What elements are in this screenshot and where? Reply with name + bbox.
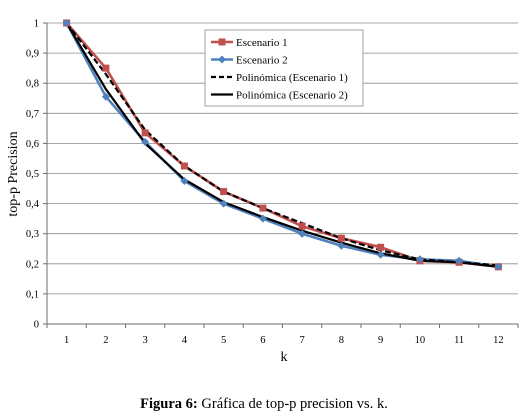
y-tick-label: 0,4 (26, 199, 40, 210)
x-tick-label: 10 (415, 335, 426, 346)
data-point-diamond (455, 256, 464, 265)
data-point-diamond (141, 137, 150, 146)
data-point-diamond (415, 255, 424, 264)
data-point-diamond (62, 19, 71, 27)
x-tick-label: 9 (378, 335, 383, 346)
x-tick-label: 1 (64, 335, 69, 346)
y-tick-label: 0 (34, 320, 39, 331)
legend-label: Polinómica (Escenario 1) (236, 72, 348, 84)
data-point-square (259, 204, 267, 212)
caption-text: Gráfica de top-p precision vs. k. (197, 396, 388, 412)
data-point-diamond (219, 199, 228, 208)
axes: 00,10,20,30,40,50,60,70,80,911 2 3 4 5 6 7 8 9 10… (26, 19, 519, 346)
y-tick-label: 0,9 (26, 49, 39, 60)
legend-marker-diamond (218, 55, 226, 64)
figure-caption: Figura 6: Gráfica de top-p precision vs.… (0, 396, 528, 413)
data-point-diamond (494, 262, 503, 271)
x-tick-label: 6 (260, 335, 265, 346)
line-chart: 00,10,20,30,40,50,60,70,80,911 2 3 4 5 6 7 8 9 10… (6, 19, 519, 365)
x-tick-label: 8 (339, 335, 344, 346)
y-tick-label: 1 (34, 19, 39, 30)
y-tick-label: 0,6 (26, 139, 39, 150)
data-point-diamond (376, 250, 385, 259)
x-tick-label: 5 (221, 335, 226, 346)
y-tick-label: 0,5 (26, 169, 39, 180)
trendline-4 (65, 22, 499, 268)
y-axis-label: top-p Precision (6, 131, 21, 216)
x-tick-label: 12 (493, 335, 504, 346)
caption-label: Figura 6: (140, 396, 198, 412)
data-point-diamond (101, 92, 110, 101)
data-point-diamond (180, 177, 189, 186)
y-tick-label: 0,1 (26, 289, 39, 300)
x-axis-label: k (281, 350, 288, 365)
legend-marker-square (218, 38, 226, 46)
data-point-diamond (258, 214, 267, 223)
legend-label: Polinómica (Escenario 2) (236, 90, 348, 102)
data-point-square (298, 222, 306, 230)
legend-label: Escenario 2 (236, 55, 288, 67)
data-point-square (102, 64, 110, 72)
y-tick-label: 0,3 (26, 229, 39, 240)
y-tick-label: 0,2 (26, 259, 39, 270)
x-tick-label: 4 (182, 335, 188, 346)
data-point-square (141, 129, 149, 137)
y-tick-label: 0,8 (26, 79, 39, 90)
x-tick-label: 7 (300, 335, 305, 346)
data-point-square (337, 234, 345, 242)
trendline-3 (65, 22, 499, 267)
data-point-square (180, 162, 188, 170)
x-tick-label: 3 (143, 335, 148, 346)
data-point-square (377, 243, 385, 251)
legend-label: Escenario 1 (236, 37, 288, 49)
data-point-square (220, 188, 228, 196)
series-group (62, 19, 503, 271)
data-point-diamond (337, 241, 346, 250)
x-tick-label: 11 (454, 335, 464, 346)
legend: Escenario 1 Escenario 2 Polinómica (Escena… (204, 29, 364, 107)
y-tick-label: 0,7 (26, 109, 39, 120)
data-point-diamond (298, 229, 307, 238)
x-tick-label: 2 (103, 335, 108, 346)
